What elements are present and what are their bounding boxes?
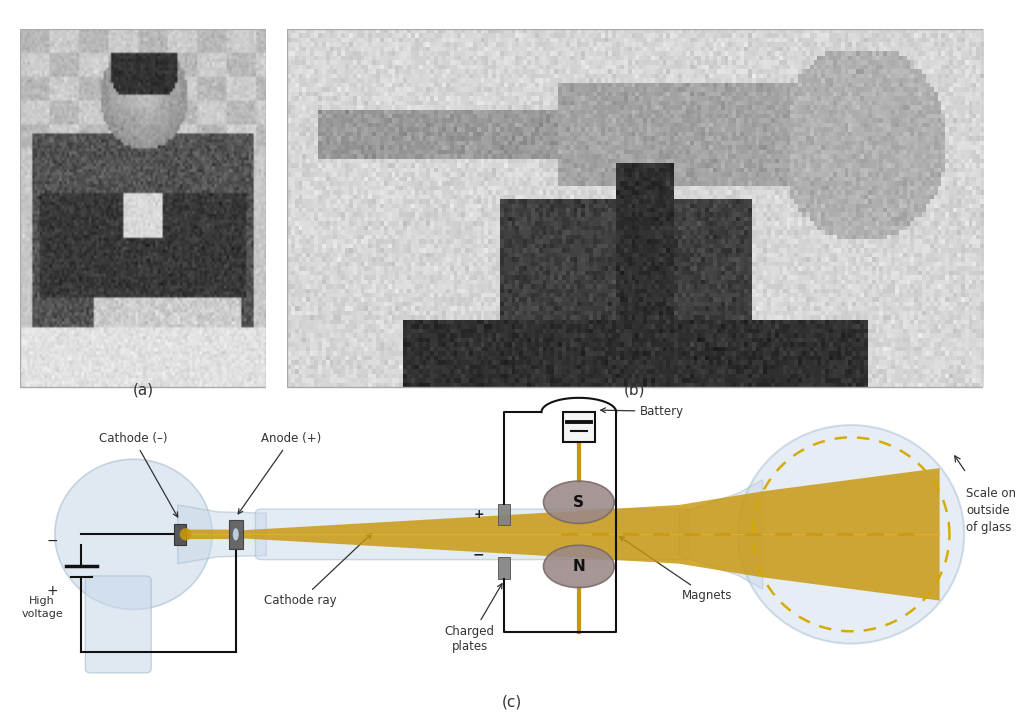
- Text: (b): (b): [625, 383, 645, 398]
- Polygon shape: [185, 468, 940, 601]
- Text: (a): (a): [133, 383, 154, 398]
- Text: +: +: [473, 508, 484, 521]
- Text: S: S: [573, 495, 585, 510]
- Ellipse shape: [180, 528, 191, 541]
- Text: Magnets: Magnets: [620, 537, 732, 602]
- Text: Charged
plates: Charged plates: [444, 584, 502, 652]
- Ellipse shape: [232, 528, 239, 541]
- Ellipse shape: [738, 425, 965, 644]
- FancyBboxPatch shape: [563, 412, 595, 442]
- Text: Battery: Battery: [601, 405, 684, 418]
- Ellipse shape: [544, 481, 614, 523]
- Ellipse shape: [55, 459, 212, 609]
- Bar: [499, 557, 510, 579]
- Polygon shape: [178, 505, 266, 564]
- Text: N: N: [572, 559, 586, 574]
- Text: Cathode (–): Cathode (–): [99, 432, 178, 517]
- FancyBboxPatch shape: [255, 509, 690, 559]
- Text: Cathode ray: Cathode ray: [264, 533, 372, 607]
- Text: −: −: [473, 547, 484, 561]
- Bar: [499, 503, 510, 526]
- FancyBboxPatch shape: [85, 576, 152, 673]
- Bar: [229, 520, 243, 549]
- Text: Scale on
outside
of glass: Scale on outside of glass: [967, 487, 1016, 534]
- Text: High
voltage: High voltage: [22, 596, 63, 619]
- Polygon shape: [679, 480, 763, 589]
- Text: −: −: [46, 534, 57, 549]
- Text: (c): (c): [502, 695, 522, 710]
- Text: +: +: [46, 584, 57, 598]
- Bar: [174, 524, 185, 545]
- Ellipse shape: [544, 545, 614, 588]
- Text: Anode (+): Anode (+): [239, 432, 321, 514]
